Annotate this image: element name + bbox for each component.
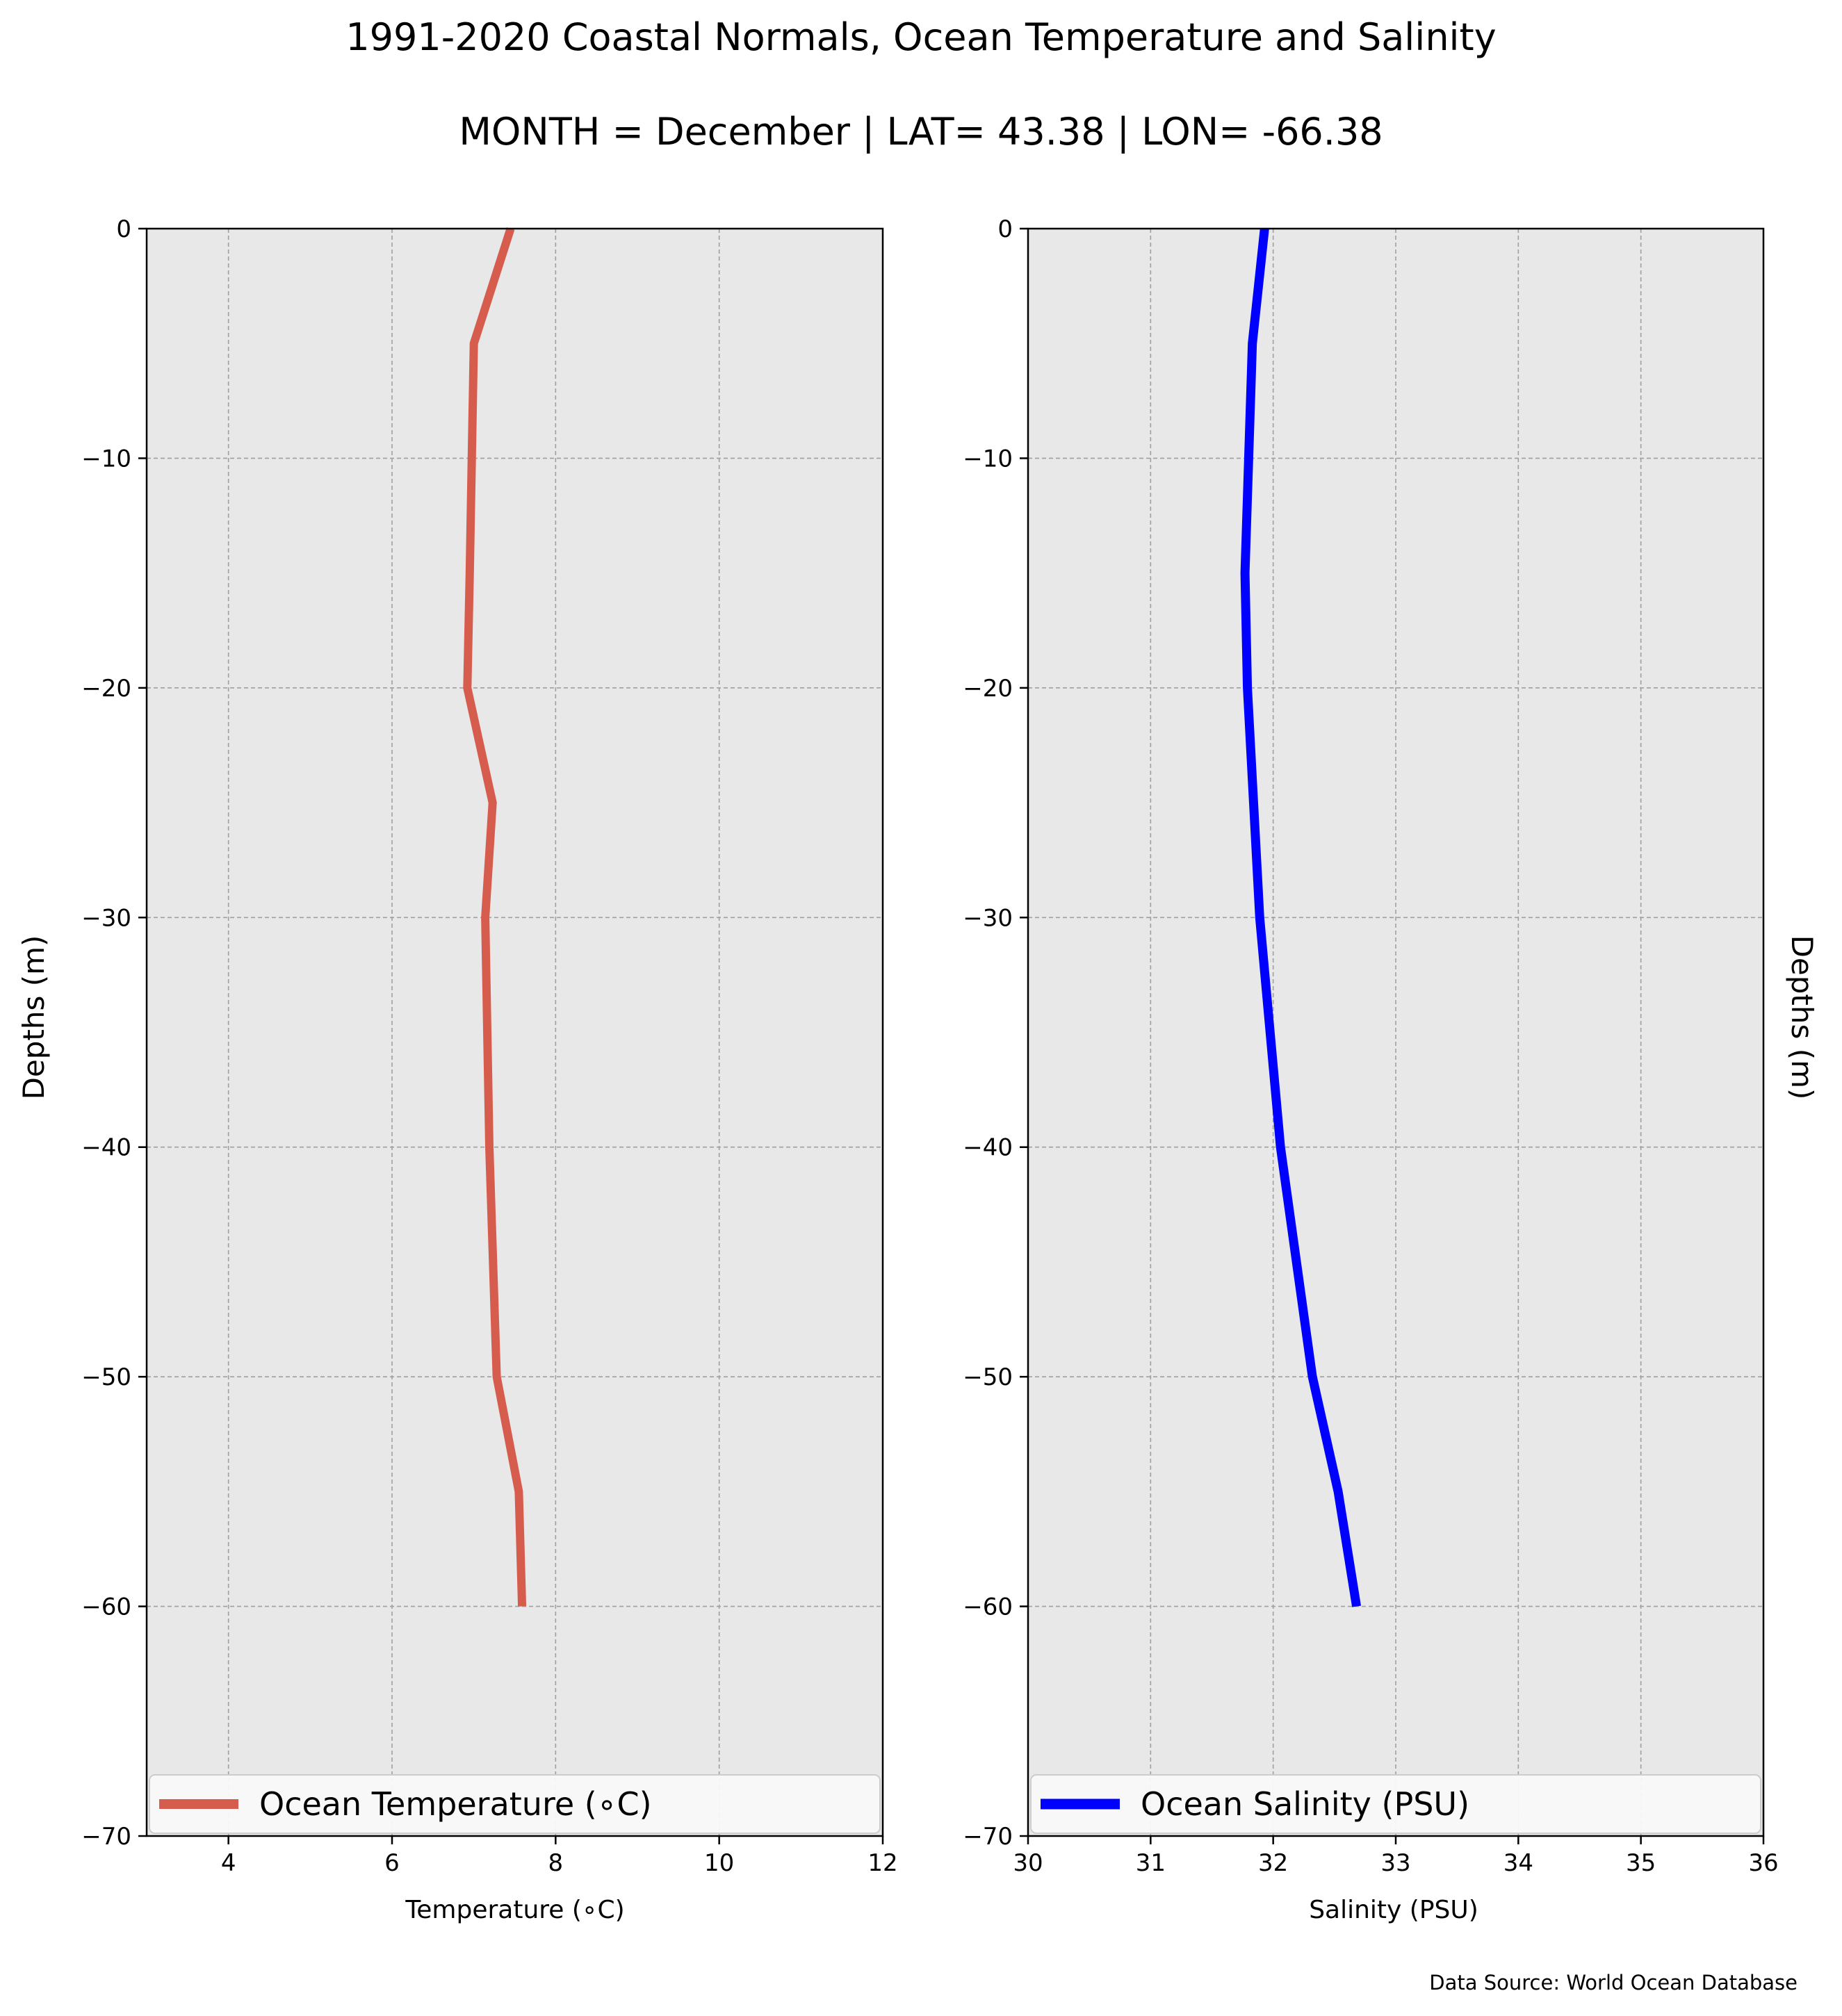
salinity-panel-ylabel: Depths (m) <box>1785 935 1819 1100</box>
temperature-y-tick-label-1: −10 <box>81 445 131 473</box>
chart-subtitle: MONTH = December | LAT= 43.38 | LON= -66… <box>459 110 1383 154</box>
salinity-panel-xlabel: Salinity (PSU) <box>1309 1896 1478 1924</box>
data-source-note: Data Source: World Ocean Database <box>1429 1971 1798 1994</box>
temperature-y-tick-label-0: 0 <box>116 215 131 243</box>
salinity-x-tick-label-1: 31 <box>1136 1849 1166 1877</box>
temperature-panel-ylabel: Depths (m) <box>17 935 51 1100</box>
salinity-series-line-0 <box>1240 228 1362 1607</box>
salinity-panel: Ocean Salinity (PSU) 30 31 32 33 34 35 36 0 −10 −2… <box>963 215 1778 1877</box>
salinity-x-tick-label-3: 33 <box>1380 1849 1410 1877</box>
temperature-legend-label: Ocean Temperature (∘C) <box>259 1785 652 1823</box>
temperature-panel: Ocean Temperature (∘C) 4 6 8 10 12 0 −10 −20 −30 −… <box>81 215 897 1877</box>
salinity-y-tick-label-6: −60 <box>963 1593 1013 1621</box>
salinity-y-tick-label-4: −40 <box>963 1134 1013 1162</box>
chart-title: 1991-2020 Coastal Normals, Ocean Tempera… <box>345 15 1496 59</box>
temperature-panel-xlabel: Temperature (∘C) <box>405 1896 624 1924</box>
salinity-legend-label: Ocean Salinity (PSU) <box>1141 1785 1469 1823</box>
salinity-x-tick-label-2: 32 <box>1258 1849 1288 1877</box>
salinity-y-tick-label-3: −30 <box>963 904 1013 932</box>
temperature-axes-frame <box>145 227 884 1837</box>
salinity-x-tick-label-4: 34 <box>1503 1849 1533 1877</box>
salinity-y-tick-label-5: −50 <box>963 1363 1013 1391</box>
temperature-y-tick-label-3: −30 <box>81 904 131 932</box>
temperature-x-tick-label-2: 8 <box>548 1849 564 1877</box>
temperature-x-tick-label-1: 6 <box>384 1849 400 1877</box>
temperature-plot-area <box>147 229 883 1836</box>
salinity-y-tick-label-7: −70 <box>963 1823 1013 1851</box>
salinity-x-tick-label-5: 35 <box>1626 1849 1656 1877</box>
salinity-legend <box>1030 1774 1761 1834</box>
temperature-x-tick-label-3: 10 <box>704 1849 734 1877</box>
salinity-x-tick-label-6: 36 <box>1748 1849 1778 1877</box>
salinity-y-tick-label-2: −20 <box>963 675 1013 703</box>
temperature-legend <box>149 1774 881 1834</box>
temperature-y-tick-label-4: −40 <box>81 1134 131 1162</box>
salinity-plot-area <box>1028 229 1763 1836</box>
salinity-x-tick-label-0: 30 <box>1013 1849 1043 1877</box>
temperature-x-tick-label-4: 12 <box>867 1849 897 1877</box>
salinity-y-tick-label-0: 0 <box>997 215 1013 243</box>
temperature-y-tick-label-5: −50 <box>81 1363 131 1391</box>
salinity-y-tick-label-1: −10 <box>963 445 1013 473</box>
temperature-series-line-0 <box>463 227 527 1607</box>
temperature-y-tick-label-6: −60 <box>81 1593 131 1621</box>
temperature-y-tick-label-2: −20 <box>81 675 131 703</box>
temperature-y-tick-label-7: −70 <box>81 1823 131 1851</box>
temperature-x-tick-label-0: 4 <box>221 1849 236 1877</box>
